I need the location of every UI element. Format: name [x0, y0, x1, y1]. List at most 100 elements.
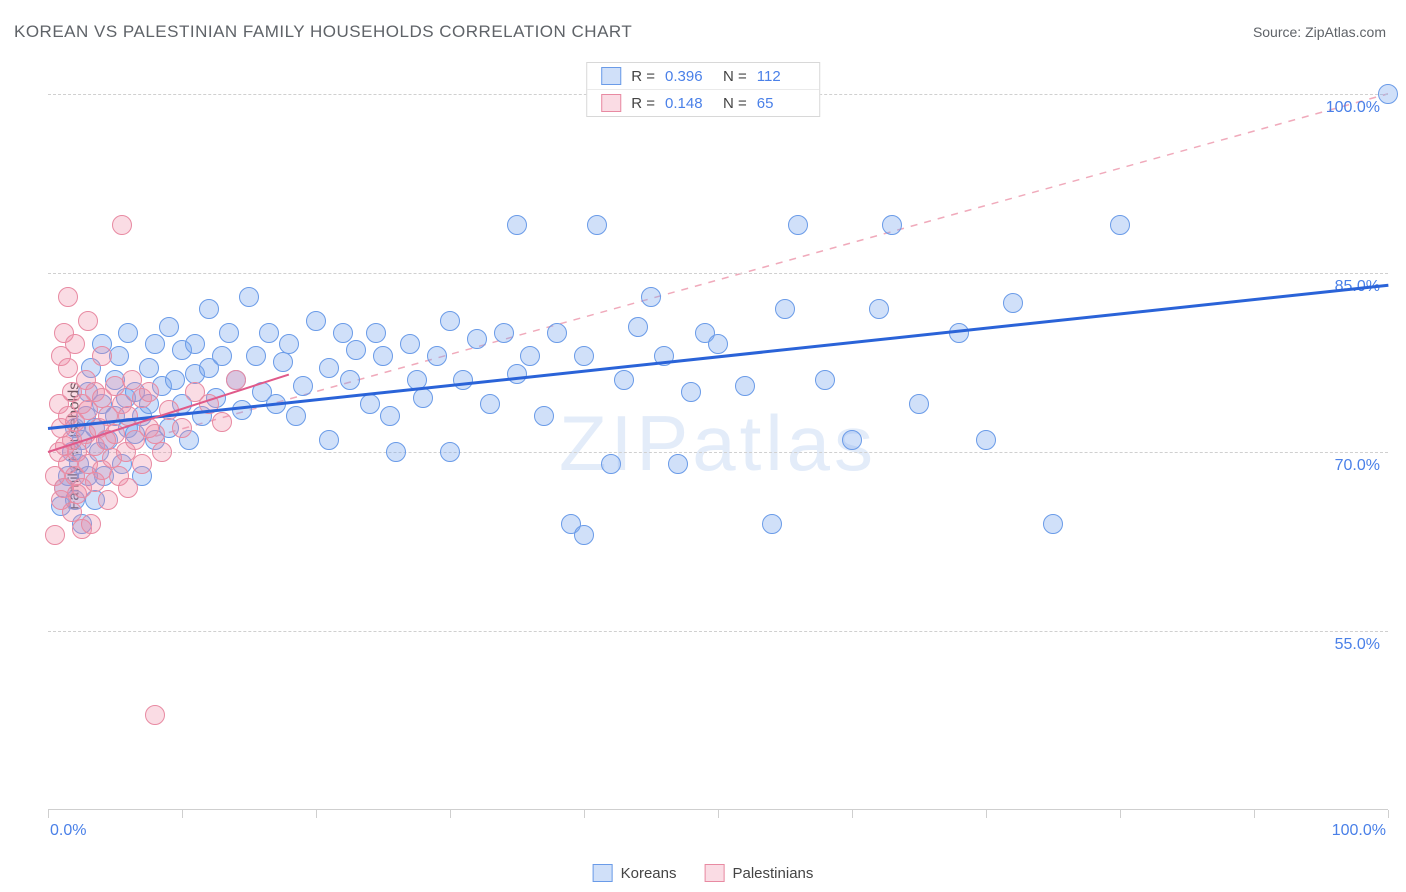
scatter-point-korean: [386, 442, 406, 462]
x-tick: [1388, 810, 1389, 818]
scatter-point-korean: [842, 430, 862, 450]
x-tick: [316, 810, 317, 818]
scatter-point-korean: [507, 215, 527, 235]
legend-stats: R =0.396N =112R =0.148N =65: [586, 62, 820, 117]
scatter-point-korean: [159, 317, 179, 337]
scatter-point-palestinian: [81, 514, 101, 534]
scatter-point-korean: [668, 454, 688, 474]
scatter-point-palestinian: [139, 382, 159, 402]
scatter-point-korean: [708, 334, 728, 354]
legend-r-value: 0.148: [665, 95, 713, 112]
legend-n-value: 112: [757, 68, 805, 85]
scatter-point-korean: [480, 394, 500, 414]
scatter-point-korean: [279, 334, 299, 354]
scatter-point-korean: [413, 388, 433, 408]
grid-line: [48, 273, 1388, 274]
y-tick-label: 100.0%: [1326, 99, 1380, 117]
scatter-point-palestinian: [152, 442, 172, 462]
scatter-point-korean: [360, 394, 380, 414]
scatter-point-korean: [467, 329, 487, 349]
scatter-point-korean: [259, 323, 279, 343]
scatter-point-korean: [212, 346, 232, 366]
x-tick: [1254, 810, 1255, 818]
scatter-point-korean: [507, 364, 527, 384]
legend-item: Palestinians: [704, 864, 813, 882]
scatter-point-korean: [815, 370, 835, 390]
scatter-point-korean: [1110, 215, 1130, 235]
x-tick: [182, 810, 183, 818]
x-tick: [852, 810, 853, 818]
scatter-point-korean: [185, 334, 205, 354]
scatter-point-korean: [1378, 84, 1398, 104]
scatter-point-korean: [440, 311, 460, 331]
scatter-point-korean: [165, 370, 185, 390]
scatter-point-korean: [246, 346, 266, 366]
legend-item-label: Palestinians: [732, 865, 813, 882]
scatter-point-palestinian: [65, 334, 85, 354]
legend-r-label: R =: [631, 95, 655, 112]
scatter-point-korean: [1003, 293, 1023, 313]
legend-item: Koreans: [593, 864, 677, 882]
scatter-point-korean: [273, 352, 293, 372]
source-attribution: Source: ZipAtlas.com: [1253, 24, 1386, 40]
scatter-point-korean: [333, 323, 353, 343]
chart-title: KOREAN VS PALESTINIAN FAMILY HOUSEHOLDS …: [14, 22, 632, 42]
scatter-point-korean: [373, 346, 393, 366]
scatter-point-palestinian: [92, 346, 112, 366]
scatter-point-palestinian: [212, 412, 232, 432]
scatter-point-palestinian: [172, 418, 192, 438]
scatter-point-korean: [118, 323, 138, 343]
grid-line: [48, 631, 1388, 632]
legend-swatch-icon: [704, 864, 724, 882]
scatter-point-korean: [109, 346, 129, 366]
y-tick-label: 70.0%: [1335, 457, 1380, 475]
legend-swatch-icon: [601, 94, 621, 112]
legend-stats-row: R =0.148N =65: [587, 89, 819, 116]
legend-n-label: N =: [723, 68, 747, 85]
scatter-point-korean: [788, 215, 808, 235]
plot-area: ZIPatlas 0.0% 100.0% 55.0%70.0%85.0%100.…: [48, 58, 1388, 838]
x-axis-label-min: 0.0%: [50, 822, 86, 840]
scatter-point-palestinian: [62, 502, 82, 522]
scatter-point-korean: [400, 334, 420, 354]
scatter-point-korean: [534, 406, 554, 426]
scatter-point-korean: [909, 394, 929, 414]
legend-r-value: 0.396: [665, 68, 713, 85]
x-tick: [584, 810, 585, 818]
scatter-point-korean: [882, 215, 902, 235]
scatter-point-korean: [319, 358, 339, 378]
x-tick: [1120, 810, 1121, 818]
legend-stats-row: R = 0.396 N = 112: [587, 63, 819, 89]
scatter-point-korean: [1043, 514, 1063, 534]
scatter-point-korean: [453, 370, 473, 390]
scatter-point-palestinian: [132, 454, 152, 474]
scatter-point-korean: [520, 346, 540, 366]
scatter-point-palestinian: [98, 490, 118, 510]
scatter-point-korean: [219, 323, 239, 343]
legend-r-label: R =: [631, 68, 655, 85]
scatter-point-korean: [601, 454, 621, 474]
x-axis-label-max: 100.0%: [1332, 822, 1386, 840]
trend-dashed-overlay: [48, 58, 1388, 838]
scatter-point-korean: [574, 525, 594, 545]
x-tick: [986, 810, 987, 818]
scatter-point-korean: [380, 406, 400, 426]
scatter-point-korean: [775, 299, 795, 319]
scatter-point-palestinian: [112, 215, 132, 235]
scatter-point-korean: [293, 376, 313, 396]
scatter-point-palestinian: [118, 478, 138, 498]
scatter-point-korean: [427, 346, 447, 366]
legend-series: Koreans Palestinians: [593, 864, 814, 882]
x-tick: [450, 810, 451, 818]
legend-swatch-icon: [601, 67, 621, 85]
scatter-point-korean: [574, 346, 594, 366]
scatter-point-korean: [547, 323, 567, 343]
grid-line: [48, 452, 1388, 453]
legend-n-label: N =: [723, 95, 747, 112]
scatter-point-palestinian: [145, 705, 165, 725]
scatter-point-korean: [346, 340, 366, 360]
x-tick: [718, 810, 719, 818]
y-tick-label: 55.0%: [1335, 636, 1380, 654]
scatter-point-korean: [681, 382, 701, 402]
scatter-point-korean: [306, 311, 326, 331]
